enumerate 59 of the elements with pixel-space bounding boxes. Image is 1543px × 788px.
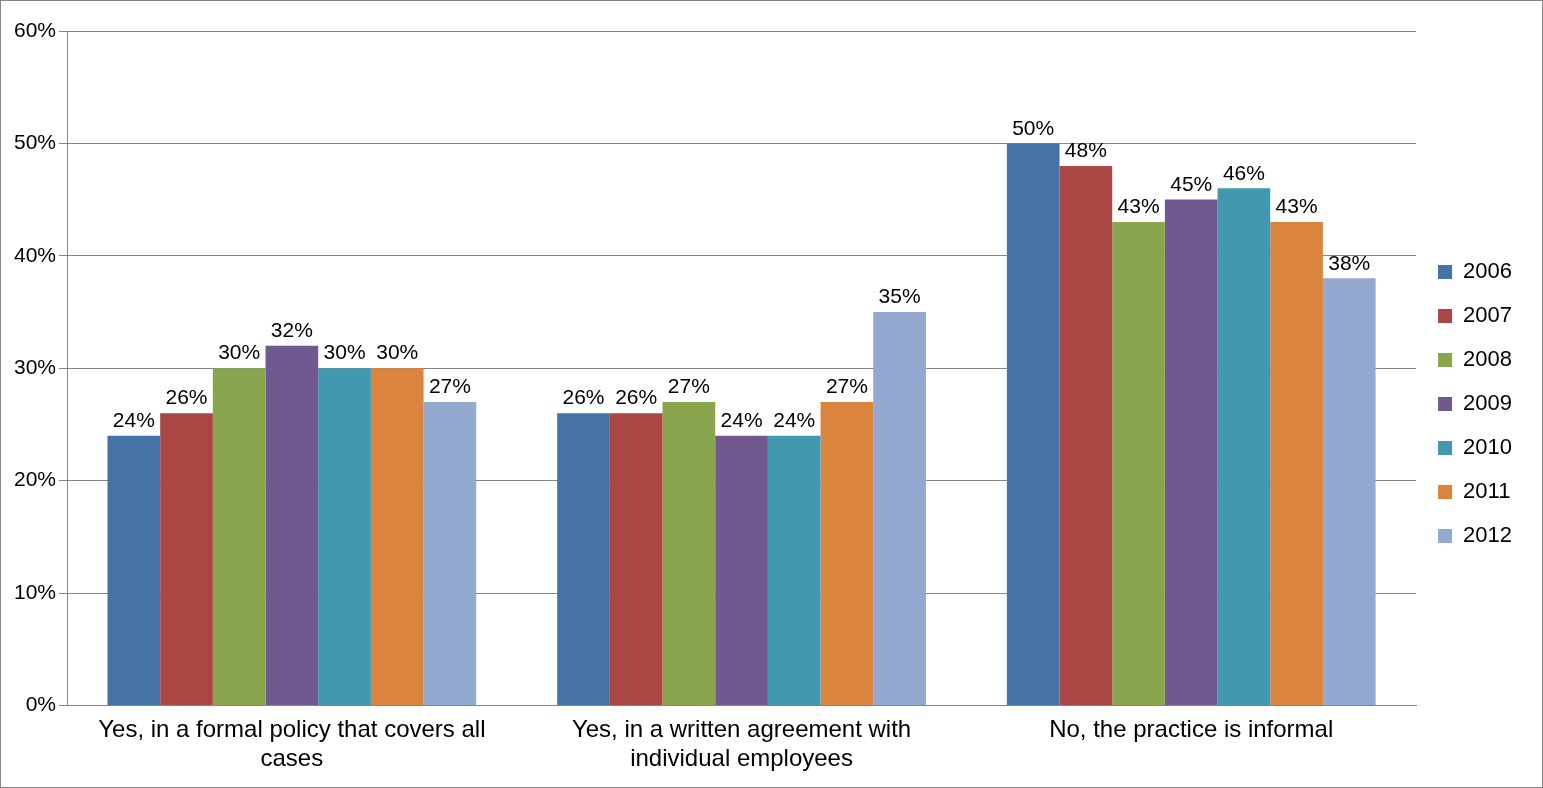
data-label: 26% [562,385,605,409]
data-label: 50% [1012,115,1055,139]
data-label: 38% [1328,250,1371,274]
data-label: 27% [825,374,868,398]
bar [873,312,926,705]
x-tick-label: Yes, in a formal policy that covers all cases [98,715,486,772]
legend-label: 2010 [1463,434,1513,460]
y-tick-label: 60% [14,17,57,41]
bar [423,401,477,705]
data-label: 30% [376,340,419,364]
bar [265,345,319,705]
legend-label: 2012 [1463,522,1513,548]
data-label: 27% [667,374,710,398]
data-label: 32% [270,318,313,342]
legend-label: 2008 [1463,346,1513,372]
y-tick-label: 10% [14,579,57,603]
bar [1322,278,1376,705]
bar [715,435,768,705]
bar [318,368,371,705]
data-label: 24% [720,407,763,431]
data-label: 43% [1117,194,1160,218]
data-label: 24% [112,407,155,431]
y-tick-label: 0% [25,692,57,716]
bar [1164,199,1218,705]
bar [160,413,213,705]
legend-label: 2009 [1463,390,1513,416]
data-label: 26% [165,385,208,409]
y-tick-label: 20% [14,467,57,491]
legend-label: 2011 [1463,478,1511,504]
bar [1112,222,1165,705]
y-tick-label: 50% [14,130,57,154]
bar [107,435,161,705]
data-label: 48% [1064,138,1107,162]
data-label: 45% [1170,171,1213,195]
data-label: 43% [1275,194,1318,218]
x-tick-label: No, the practice is informal [1049,715,1334,743]
y-tick-label: 30% [14,355,57,378]
bar [1006,143,1060,705]
bar [609,413,663,705]
legend-label: 2006 [1463,258,1513,284]
bar [1270,222,1323,705]
data-label: 46% [1222,160,1265,184]
x-tick-label: Yes, in a written agreement with individual employees [571,715,912,772]
bar [767,435,821,705]
data-label: 24% [773,407,816,431]
bar [212,368,266,705]
data-label: 27% [428,374,471,398]
bar [557,413,610,705]
bar [370,368,424,705]
data-label: 30% [218,340,261,364]
data-label: 26% [615,385,658,409]
data-label: 35% [878,284,921,308]
legend-label: 2007 [1463,302,1513,328]
bar [820,401,874,705]
bar [1217,188,1271,705]
bar [1059,165,1113,705]
bar [662,401,716,705]
y-tick-label: 40% [14,242,57,266]
data-label: 30% [323,340,366,364]
